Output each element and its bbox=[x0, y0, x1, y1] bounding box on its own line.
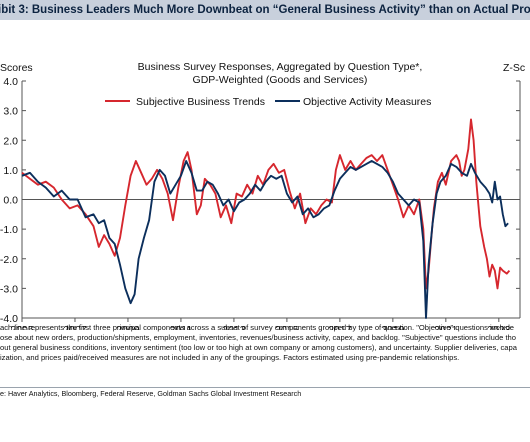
source-note: e: Haver Analytics, Bloomberg, Federal R… bbox=[0, 389, 302, 398]
series-line-subjective-business-trends bbox=[21, 118, 511, 290]
x-tick-label: 2017 bbox=[328, 324, 352, 330]
x-tick-label: 2009 bbox=[116, 324, 140, 330]
y-tick-label-left: 3.0 bbox=[3, 106, 18, 118]
x-tick-label: 2013 bbox=[222, 324, 246, 330]
y-tick-label-left: -4.0 bbox=[0, 313, 18, 325]
y-tick-label-left: 0.0 bbox=[3, 195, 18, 207]
right-axis-title: Z-Sc bbox=[503, 62, 526, 74]
footnote-line-1: ach line represents the first three prin… bbox=[0, 323, 515, 332]
x-tick-label: 2021 bbox=[434, 324, 458, 330]
legend-label: Objective Activity Measures bbox=[303, 96, 431, 108]
y-tick-label-left: -3.0 bbox=[0, 283, 18, 295]
x-tick-label: 2019 bbox=[381, 324, 405, 330]
y-tick-label-left: 2.0 bbox=[3, 135, 18, 147]
legend-label: Subjective Business Trends bbox=[136, 96, 265, 108]
x-tick-label: 2011 bbox=[170, 324, 193, 330]
x-tick-label: 2023 bbox=[487, 324, 511, 330]
chart-title-line-1: Business Survey Responses, Aggregated by… bbox=[137, 61, 423, 73]
series-line-objective-activity-measures bbox=[21, 160, 509, 319]
exhibit-title: ibit 3: Business Leaders Much More Downb… bbox=[0, 0, 530, 20]
left-axis-title: Scores bbox=[0, 62, 33, 74]
footnote-line-3: out general business conditions, invento… bbox=[0, 343, 517, 352]
x-tick-label: 2005 bbox=[10, 324, 34, 330]
y-tick-label-left: -2.0 bbox=[0, 254, 18, 266]
y-tick-label-left: 1.0 bbox=[3, 165, 18, 177]
footnote-line-2: ose about new orders, production/shipmen… bbox=[0, 333, 517, 342]
footnote-line-4: ization, and prices paid/received measur… bbox=[0, 353, 460, 362]
source-divider bbox=[0, 387, 530, 388]
x-tick-label: 2007 bbox=[63, 324, 87, 330]
y-tick-label-left: 4.0 bbox=[3, 76, 18, 88]
x-tick-label: 2015 bbox=[275, 324, 299, 330]
y-tick-label-left: -1.0 bbox=[0, 224, 18, 236]
chart-title-line-2: GDP-Weighted (Goods and Services) bbox=[192, 74, 368, 86]
